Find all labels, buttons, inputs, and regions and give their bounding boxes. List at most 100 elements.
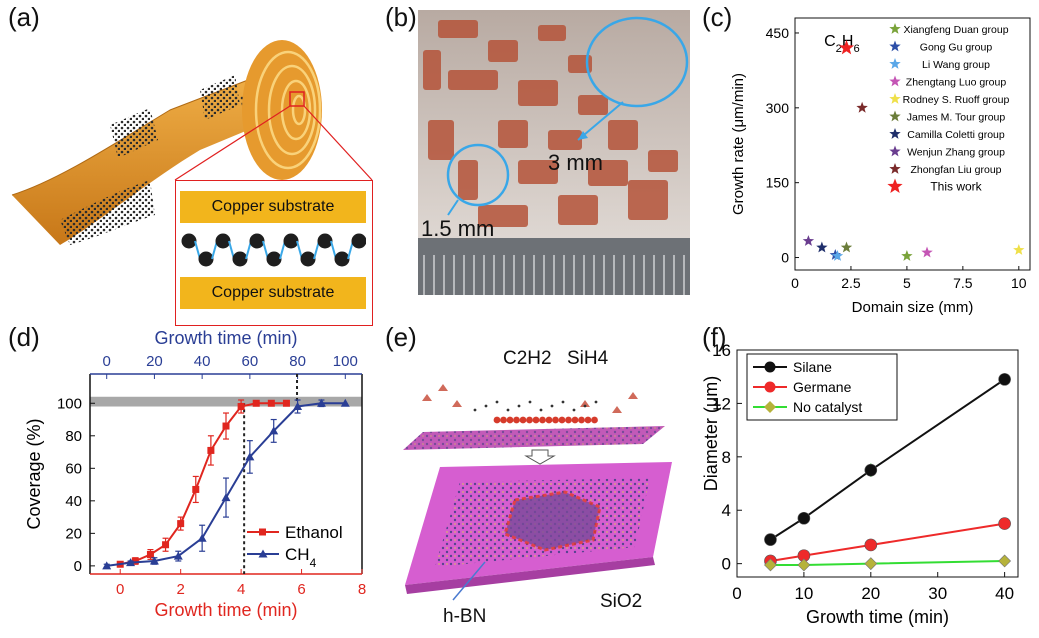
panel-label-f: (f) (702, 322, 727, 352)
gas2-label: SiH4 (567, 348, 609, 369)
graphene-layer-icon (181, 233, 366, 267)
layer-inset: Copper substrate Copper substrate (175, 180, 373, 326)
legend-marker (889, 145, 901, 157)
atom-dot (500, 416, 507, 424)
x-tick-label: 8 (358, 581, 366, 598)
atom-dot (578, 416, 585, 424)
data-point (901, 250, 913, 261)
substrate-label: SiO2 (600, 591, 642, 612)
legend-label: CH4 (285, 545, 317, 570)
chart-c: 0 2.5 5 7.5 10 0 150 300 450 Domain size (mm) Grow… (730, 17, 1031, 316)
gas-dot (550, 404, 554, 408)
atom-dot (532, 416, 540, 424)
gas-dot (528, 400, 532, 404)
data-point (126, 558, 136, 567)
x-tick-label: 2.5 (841, 275, 861, 291)
gas-dot (539, 408, 543, 412)
copper-flake (478, 205, 528, 227)
data-point (267, 399, 275, 407)
legend-marker (889, 58, 901, 69)
carbon-atom-icon (249, 233, 265, 249)
precursor-icon (438, 384, 448, 391)
legend-label: James M. Tour group (907, 112, 1006, 124)
precursor-icon (612, 406, 622, 413)
top-tick-label: 0 (103, 353, 111, 370)
y-tick-label: 12 (712, 394, 731, 413)
data-point (252, 399, 260, 407)
copper-flake (558, 195, 598, 225)
panel-label-a: (a) (8, 2, 40, 32)
copper-flake (538, 25, 566, 41)
copper-flake (448, 70, 498, 90)
carbon-atom-icon (334, 251, 350, 267)
legend-label: Camilla Coletti group (907, 129, 1005, 141)
legend-marker (258, 549, 268, 558)
gas-dot (495, 400, 499, 404)
panel-label-d: (d) (8, 322, 40, 352)
small-domain-circle (446, 143, 510, 207)
series-line (769, 378, 1006, 541)
copper-flake (423, 50, 441, 90)
x-tick-label: 0 (791, 275, 799, 291)
legend-marker (889, 110, 901, 122)
plot-frame (794, 17, 1031, 271)
bn-label: h-BN (443, 606, 486, 627)
data-point (177, 520, 185, 528)
data-point (146, 550, 154, 558)
atom-dot (571, 416, 579, 424)
atom-dot (493, 416, 501, 424)
y-tick-label: 40 (65, 493, 82, 510)
x-tick-label: 10 (1011, 275, 1027, 291)
data-point (840, 241, 853, 253)
y-tick-label: 60 (65, 460, 82, 477)
carbon-atom-icon (215, 233, 231, 249)
legend-marker (764, 381, 776, 393)
carbon-atom-icon (283, 233, 299, 249)
legend-marker (887, 178, 903, 193)
large-domain-label: 3 mm (548, 150, 603, 175)
data-point (221, 493, 231, 502)
x-axis-label: Domain size (mm) (852, 299, 974, 316)
plot-frame (736, 349, 1019, 578)
gas1-label: C2H2 (503, 348, 552, 369)
x-tick-label: 10 (794, 584, 813, 603)
legend-marker (889, 163, 901, 174)
copper-flake (648, 150, 678, 172)
chart-annotation: C2H6 (824, 33, 860, 55)
gas-dot (473, 408, 477, 412)
legend-label: Germane (793, 379, 852, 395)
x-tick-label: 4 (237, 581, 245, 598)
carbon-atom-icon (351, 233, 366, 249)
copper-flake (628, 180, 668, 220)
top-tick-label: 100 (333, 353, 358, 370)
data-point (269, 426, 279, 435)
x-tick-label: 5 (903, 275, 911, 291)
atom-dot (558, 416, 566, 424)
legend-label: Zhongfan Liu group (910, 164, 1001, 176)
legend-marker (764, 361, 776, 373)
y-axis-label: Diameter (μm) (701, 376, 721, 491)
legend-marker (889, 128, 901, 139)
legend-marker (889, 75, 901, 87)
carbon-atom-icon (232, 251, 248, 267)
panel-b-photo: 3 mm 1.5 mm (418, 10, 690, 295)
atom-dot (506, 416, 514, 424)
legend-label: Zhengtang Luo group (906, 77, 1007, 89)
chart-f: 0 10 20 30 40 0 4 8 12 16 Growth time (min) Diamete… (701, 341, 1019, 627)
legend-label: Rodney S. Ruoff group (903, 94, 1010, 106)
data-point (162, 541, 170, 549)
data-point (192, 485, 200, 493)
atom-dot (565, 416, 572, 424)
data-point (802, 235, 815, 246)
legend-label: This work (930, 180, 982, 194)
top-tick-label: 20 (146, 353, 163, 370)
copper-flake (518, 80, 558, 106)
legend-marker (259, 528, 266, 536)
gas-dot (506, 408, 510, 412)
x-tick-label: 7.5 (953, 275, 973, 291)
x-axis-label: Growth time (min) (806, 607, 949, 627)
data-point (282, 399, 290, 407)
top-tick-label: 60 (242, 353, 259, 370)
y-tick-label: 0 (781, 250, 789, 266)
panel-label-b: (b) (385, 2, 417, 32)
